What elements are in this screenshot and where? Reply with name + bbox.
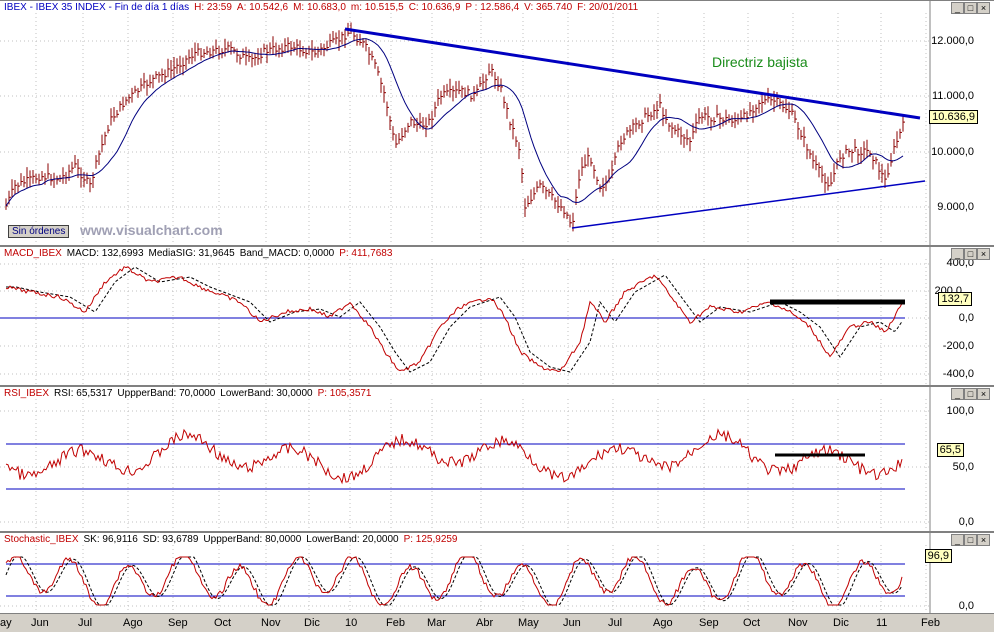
macd-current-value: 132,7	[938, 292, 972, 306]
header-field: P: 105,3571	[317, 388, 372, 399]
time-axis-label: 10	[345, 617, 358, 629]
moving-average-line	[5, 38, 904, 207]
header-field: Stochastic_IBEX	[4, 534, 79, 545]
header-field: UppperBand: 80,0000	[203, 534, 302, 545]
header-field: RSI: 65,5317	[54, 388, 113, 399]
time-axis-label: Jul	[78, 617, 93, 629]
minimize-button[interactable]: _	[951, 388, 964, 400]
header-field: A: 10.542,6	[236, 2, 289, 13]
header-field: Band_MACD: 0,0000	[239, 248, 335, 259]
close-button[interactable]: ×	[977, 2, 990, 14]
price-chart	[0, 1, 931, 245]
price-y-label: 11.000,0	[931, 90, 974, 102]
rsi-chart	[0, 387, 931, 531]
header-field: MACD: 132,6993	[66, 248, 144, 259]
minimize-button[interactable]: _	[951, 2, 964, 14]
minimize-button[interactable]: _	[951, 534, 964, 546]
header-field: LowerBand: 20,0000	[306, 534, 399, 545]
stochastic-chart	[0, 533, 931, 613]
time-axis-label: Ago	[123, 617, 143, 629]
header-field: MACD_IBEX	[4, 248, 62, 259]
time-axis-label: Dic	[833, 617, 849, 629]
header-field: F: 20/01/2011	[577, 2, 639, 13]
minimize-button[interactable]: _	[951, 248, 964, 260]
macd-header: MACD_IBEX MACD: 132,6993 MediaSIG: 31,9645…	[4, 248, 397, 259]
downtrend-line	[344, 27, 921, 120]
time-axis-label: Oct	[214, 617, 232, 629]
rsi-y-label: 100,0	[946, 405, 974, 417]
restore-button[interactable]: □	[964, 388, 977, 400]
price-y-label: 12.000,0	[931, 35, 974, 47]
macd-line	[5, 266, 903, 372]
header-field: UppperBand: 70,0000	[117, 388, 216, 399]
restore-button[interactable]: □	[964, 2, 977, 14]
time-axis-label: Nov	[261, 617, 281, 629]
header-field: H: 23:59	[194, 2, 232, 13]
macd-y-label: -200,0	[942, 340, 974, 352]
macd-signal-line	[6, 267, 903, 373]
time-axis-label: Jun	[563, 617, 581, 629]
watermark: www.visualchart.com	[80, 222, 223, 238]
header-field: P : 12.586,4	[465, 2, 520, 13]
trendline-annotation: Directriz bajista	[712, 54, 808, 70]
time-axis-label: Sep	[168, 617, 188, 629]
header-field: C: 10.636,9	[408, 2, 461, 13]
support-line	[571, 180, 926, 229]
header-field: SK: 96,9116	[83, 534, 138, 545]
price-current-value: 10.636,9	[929, 110, 978, 124]
time-axis-label: Feb	[386, 617, 405, 629]
macd-y-label: -400,0	[942, 368, 974, 380]
time-axis-label: Nov	[788, 617, 808, 629]
time-axis-label: Dic	[304, 617, 320, 629]
header-field: MediaSIG: 31,9645	[148, 248, 235, 259]
time-axis-label: Jul	[608, 617, 623, 629]
time-axis: ay Jun Jul Ago Sep Oct Nov Dic 10 Feb Mar Abr May Ju…	[0, 614, 994, 632]
rsi-line	[5, 428, 903, 485]
close-button[interactable]: ×	[977, 248, 990, 260]
time-axis-label: Ago	[653, 617, 673, 629]
time-axis-label: Abr	[476, 617, 494, 629]
stochastic-panel[interactable]: Stochastic_IBEX SK: 96,9116 SD: 93,6789 Upp…	[0, 532, 994, 614]
orders-button[interactable]: Sin órdenes	[8, 225, 70, 238]
header-field: IBEX - IBEX 35 INDEX - Fin de día 1 días	[4, 2, 190, 13]
header-field: V: 365.740	[524, 2, 573, 13]
macd-chart	[0, 247, 931, 385]
time-axis-label: Sep	[699, 617, 719, 629]
time-axis-label: Jun	[31, 617, 49, 629]
time-axis-label: Mar	[427, 617, 446, 629]
time-axis-label: Feb	[921, 617, 940, 629]
close-button[interactable]: ×	[977, 388, 990, 400]
stochastic-y-label: 0,0	[958, 600, 974, 612]
rsi-y-label: 50,0	[952, 461, 974, 473]
rsi-panel[interactable]: RSI_IBEX RSI: 65,5317 UppperBand: 70,0000 L…	[0, 386, 994, 532]
time-axis-label: 11	[876, 617, 888, 629]
header-field: M: 10.683,0	[293, 2, 346, 13]
stochastic-header: Stochastic_IBEX SK: 96,9116 SD: 93,6789 Upp…	[4, 534, 463, 545]
header-field: P: 125,9259	[403, 534, 458, 545]
header-field: SD: 93,6789	[142, 534, 199, 545]
price-panel[interactable]: IBEX - IBEX 35 INDEX - Fin de día 1 días…	[0, 0, 994, 246]
stoch-sk-line	[5, 556, 903, 606]
stochastic-current-value: 96,9	[924, 549, 952, 563]
macd-y-label: 400,0	[946, 257, 974, 269]
rsi-y-label: 0,0	[958, 516, 974, 528]
close-button[interactable]: ×	[977, 534, 990, 546]
time-axis-label: Oct	[743, 617, 761, 629]
rsi-header: RSI_IBEX RSI: 65,5317 UppperBand: 70,0000 L…	[4, 388, 377, 399]
time-axis-label: May	[518, 617, 539, 629]
macd-panel[interactable]: MACD_IBEX MACD: 132,6993 MediaSIG: 31,9645…	[0, 246, 994, 386]
time-axis-label: ay	[0, 617, 12, 629]
price-y-label: 10.000,0	[931, 146, 974, 158]
price-header: IBEX - IBEX 35 INDEX - Fin de día 1 días…	[4, 2, 643, 13]
header-field: m: 10.515,5	[350, 2, 404, 13]
header-field: P: 411,7683	[339, 248, 393, 259]
macd-y-label: 0,0	[958, 312, 974, 324]
header-field: LowerBand: 30,0000	[220, 388, 313, 399]
rsi-current-value: 65,5	[936, 443, 964, 457]
restore-button[interactable]: □	[964, 534, 977, 546]
header-field: RSI_IBEX	[4, 388, 50, 399]
price-y-label: 9.000,0	[937, 201, 974, 213]
restore-button[interactable]: □	[964, 248, 977, 260]
